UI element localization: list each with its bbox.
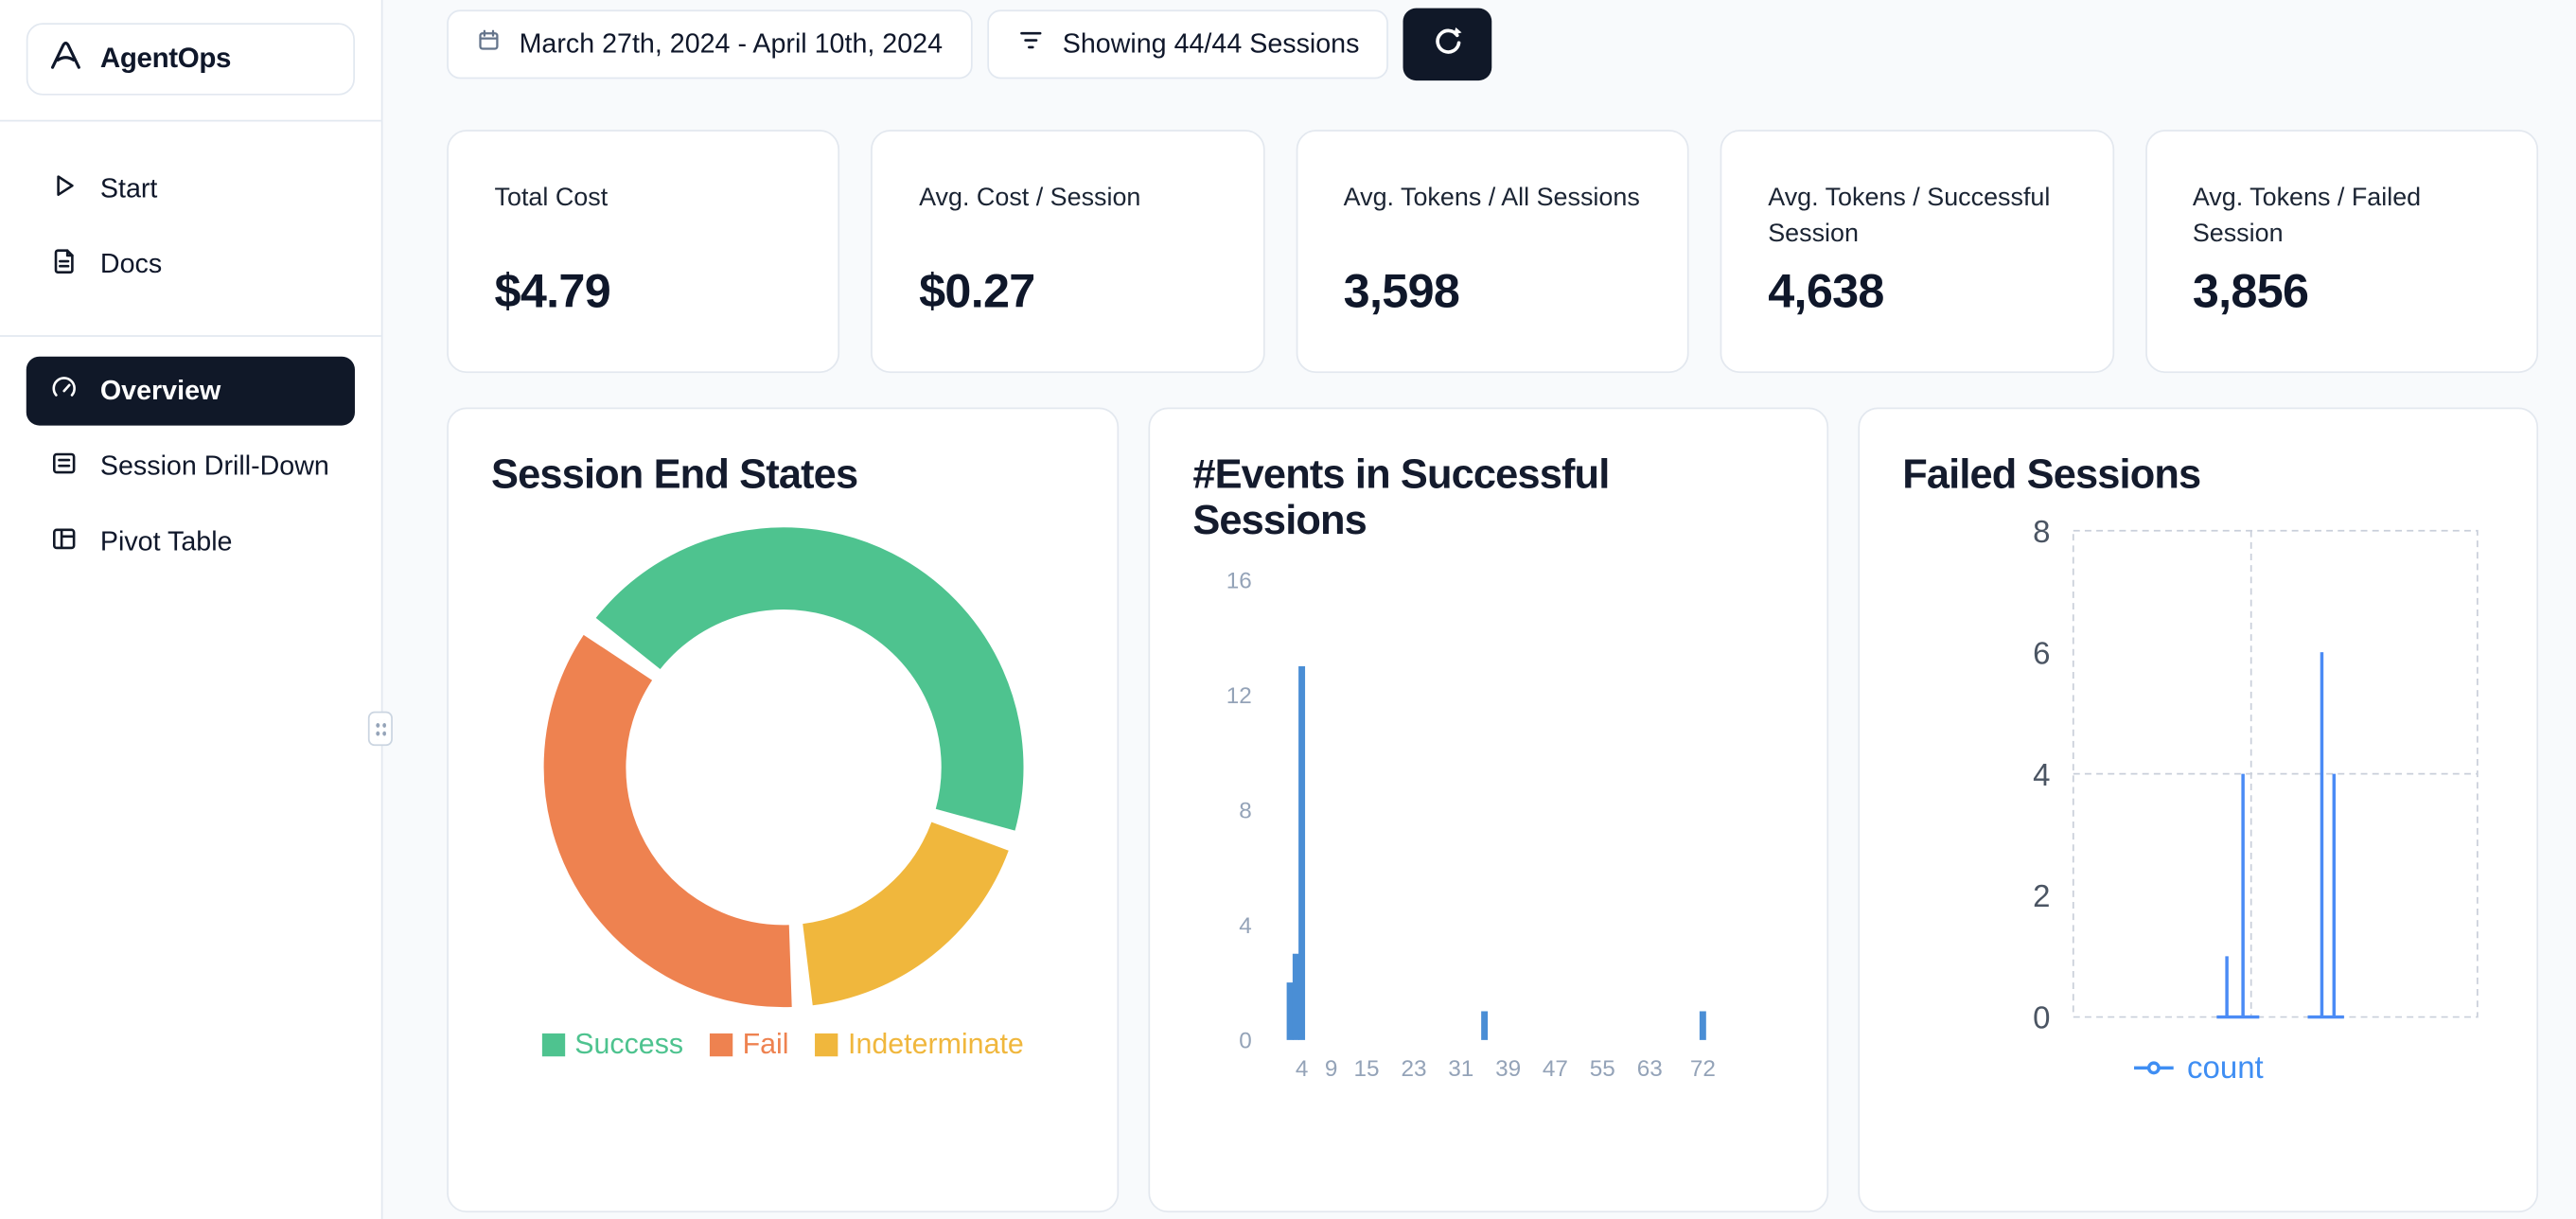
chart-title: Session End States — [491, 451, 858, 498]
svg-text:16: 16 — [1226, 568, 1252, 593]
donut-wrap — [491, 521, 1074, 1014]
legend-swatch-indeterminate — [815, 1033, 838, 1056]
stat-label: Avg. Tokens / Failed Session — [2192, 184, 2422, 249]
stat-label: Avg. Tokens / All Sessions — [1343, 184, 1640, 212]
stat-value: 3,856 — [2192, 266, 2309, 319]
session-end-states-card: Session End States Success Fail — [447, 407, 1120, 1213]
stat-card-avg-tokens-failed: Avg. Tokens / Failed Session 3,856 — [2144, 130, 2539, 374]
svg-text:6: 6 — [2033, 635, 2050, 670]
legend-item-indeterminate[interactable]: Indeterminate — [815, 1026, 1024, 1061]
toolbar: March 27th, 2024 - April 10th, 2024 Show… — [447, 8, 2538, 81]
sidebar-item-overview[interactable]: Overview — [26, 356, 355, 426]
refresh-icon — [1431, 25, 1465, 64]
svg-text:4: 4 — [1239, 913, 1252, 939]
stats-row: Total Cost $4.79 Avg. Cost / Session $0.… — [447, 130, 2539, 374]
sidebar-nav-top: Start Docs — [26, 121, 355, 298]
failed-sessions-card: Failed Sessions 0 2 4 6 8 count — [1858, 407, 2539, 1213]
sidebar-item-pivot-table[interactable]: Pivot Table — [26, 507, 355, 576]
refresh-button[interactable] — [1403, 8, 1493, 81]
svg-text:31: 31 — [1448, 1056, 1473, 1082]
stat-card-avg-tokens-successful: Avg. Tokens / Successful Session 4,638 — [1720, 130, 2114, 374]
panel-icon — [49, 448, 79, 486]
calendar-icon — [476, 28, 501, 62]
sidebar-nav-main: Overview Session Drill-Down — [26, 337, 355, 576]
sidebar: AgentOps Start — [0, 0, 393, 1219]
count-legend-label: count — [2187, 1051, 2264, 1086]
play-icon — [49, 170, 79, 208]
stat-value: 3,598 — [1343, 266, 1460, 319]
events-histogram-card: #Events in Successful Sessions 0 4 8 12 16 4 9… — [1148, 407, 1829, 1213]
svg-text:39: 39 — [1495, 1056, 1521, 1082]
svg-text:4: 4 — [2033, 757, 2050, 792]
charts-row: Session End States Success Fail — [447, 407, 2539, 1213]
sessions-filter-button[interactable]: Showing 44/44 Sessions — [986, 9, 1389, 80]
stat-label: Avg. Cost / Session — [919, 184, 1141, 212]
sidebar-divider — [0, 335, 381, 337]
legend-item-success[interactable]: Success — [541, 1026, 684, 1061]
stat-card-total-cost: Total Cost $4.79 — [447, 130, 840, 374]
session-end-states-donut — [542, 527, 1023, 1008]
svg-text:8: 8 — [2033, 514, 2050, 549]
legend-item-fail[interactable]: Fail — [709, 1026, 789, 1061]
stat-card-avg-tokens-all: Avg. Tokens / All Sessions 3,598 — [1296, 130, 1689, 374]
svg-text:47: 47 — [1543, 1056, 1568, 1082]
legend-swatch-fail — [709, 1033, 733, 1056]
sidebar-item-docs[interactable]: Docs — [26, 230, 355, 299]
svg-text:0: 0 — [2033, 1000, 2050, 1035]
sidebar-item-session-drilldown[interactable]: Session Drill-Down — [26, 433, 355, 502]
legend-label-fail: Fail — [742, 1026, 789, 1060]
svg-text:15: 15 — [1353, 1056, 1379, 1082]
sidebar-resize-handle[interactable] — [367, 711, 393, 747]
sidebar-divider — [0, 119, 381, 122]
stat-value: $0.27 — [919, 266, 1035, 319]
date-range-label: March 27th, 2024 - April 10th, 2024 — [519, 28, 944, 59]
sidebar-item-label: Start — [99, 173, 158, 203]
legend-label-success: Success — [574, 1026, 684, 1060]
stat-value: 4,638 — [1768, 266, 1884, 319]
svg-text:0: 0 — [1239, 1029, 1252, 1054]
legend-swatch-success — [541, 1033, 565, 1056]
sidebar-item-label: Docs — [99, 248, 163, 279]
failed-sessions-chart: 0 2 4 6 8 — [2033, 514, 2479, 1035]
chart-title: Failed Sessions — [1902, 451, 2201, 498]
legend-label-indeterminate: Indeterminate — [848, 1026, 1024, 1060]
donut-legend: Success Fail Indeterminate — [491, 1027, 1074, 1061]
stat-card-avg-cost-session: Avg. Cost / Session $0.27 — [871, 130, 1265, 374]
grip-dots-icon — [374, 718, 386, 739]
svg-text:12: 12 — [1226, 683, 1252, 709]
svg-text:9: 9 — [1325, 1056, 1338, 1082]
sidebar-item-label: Overview — [99, 375, 221, 405]
main-content: March 27th, 2024 - April 10th, 2024 Show… — [382, 0, 2576, 1219]
svg-text:8: 8 — [1239, 799, 1252, 824]
stat-value: $4.79 — [494, 266, 611, 319]
agentops-logo-icon — [47, 37, 83, 81]
svg-text:63: 63 — [1637, 1056, 1663, 1082]
sessions-filter-label: Showing 44/44 Sessions — [1062, 28, 1360, 59]
line-marker-icon — [2133, 1054, 2176, 1084]
date-range-button[interactable]: March 27th, 2024 - April 10th, 2024 — [447, 9, 973, 80]
sidebar-item-label: Session Drill-Down — [99, 450, 329, 481]
sidebar-item-start[interactable]: Start — [26, 154, 355, 223]
filter-icon — [1016, 26, 1045, 62]
svg-text:23: 23 — [1401, 1056, 1426, 1082]
svg-text:4: 4 — [1296, 1056, 1309, 1082]
stat-label: Avg. Tokens / Successful Session — [1768, 184, 2051, 249]
sidebar-item-label: Pivot Table — [99, 526, 233, 556]
stat-label: Total Cost — [494, 184, 609, 212]
logo-box: AgentOps — [26, 23, 355, 96]
columns-icon — [49, 523, 79, 561]
svg-text:72: 72 — [1690, 1056, 1716, 1082]
svg-text:2: 2 — [2033, 878, 2050, 913]
gauge-icon — [49, 372, 79, 410]
app-title: AgentOps — [99, 43, 232, 75]
svg-text:55: 55 — [1590, 1056, 1615, 1082]
docs-icon — [49, 246, 79, 284]
chart-title: #Events in Successful Sessions — [1192, 451, 1610, 544]
count-legend[interactable]: count — [1902, 1051, 2494, 1087]
